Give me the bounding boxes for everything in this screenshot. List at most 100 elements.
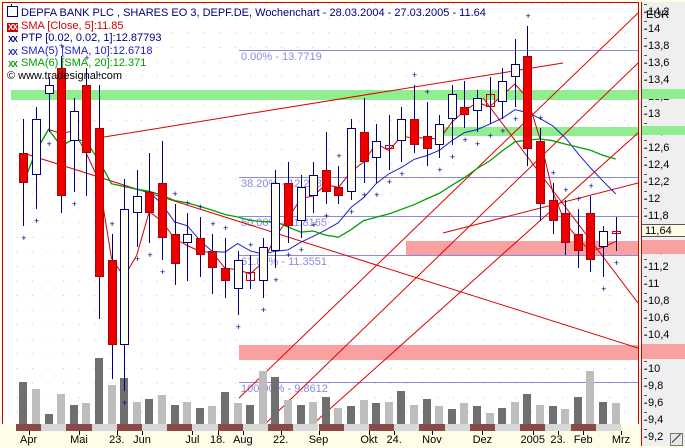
trend-line-3[interactable] — [97, 62, 564, 139]
candle-body[interactable] — [523, 55, 533, 150]
candle-body[interactable] — [548, 200, 558, 222]
legend-item-0[interactable]: XX SMA [Close, 5]:11.85 — [7, 20, 486, 33]
candle-body[interactable] — [536, 140, 546, 205]
fib-line-0[interactable] — [239, 49, 638, 51]
legend-item-2[interactable]: XX SMA(5) [SMA, 10]:12.6718 — [7, 45, 486, 58]
price-zone-resistance[interactable] — [10, 89, 638, 100]
candle-body[interactable] — [57, 68, 67, 196]
volume-bar — [384, 401, 393, 425]
candle-body[interactable] — [170, 234, 180, 264]
candle-body[interactable] — [94, 127, 104, 277]
candle-body[interactable] — [82, 85, 92, 154]
candle-body[interactable] — [347, 127, 356, 192]
legend-swatch-icon: XX — [8, 60, 18, 69]
legend-item-1[interactable]: XX PTP [0.02, 0.02, 1]:12.87793 — [7, 32, 486, 45]
price-axis[interactable]: -14,2-14-13,8-13,6-13,4-13,2-13-12,8-12,… — [641, 2, 685, 446]
date-ribbon-cell — [280, 424, 294, 431]
candle-body[interactable] — [321, 170, 331, 192]
candle-body[interactable] — [271, 183, 281, 252]
volume-bar — [157, 395, 166, 425]
parabolic-sar-dot: + — [500, 126, 506, 137]
volume-bar — [321, 397, 330, 425]
candle-body[interactable] — [107, 259, 117, 345]
candle-body[interactable] — [195, 238, 205, 256]
trend-line-5[interactable] — [482, 97, 638, 304]
legend-item-3[interactable]: XX SMA(6) [SMA, 20]:12.371 — [7, 57, 486, 70]
window-restore-icon[interactable] — [7, 4, 18, 17]
fib-line-100[interactable] — [239, 381, 638, 383]
fib-label-0: 0.00% - 13.7719 — [241, 50, 322, 63]
candle-body[interactable] — [309, 174, 319, 196]
price-zone-resistance[interactable] — [440, 127, 638, 136]
date-label-24: 24. — [386, 434, 402, 446]
candle-body[interactable] — [460, 106, 470, 116]
candle-wick — [477, 89, 478, 133]
date-ribbon-cell — [532, 424, 546, 431]
candle-body[interactable] — [258, 246, 268, 281]
candle-body[interactable] — [120, 208, 130, 345]
price-minor-tick — [644, 207, 647, 209]
trend-line-0[interactable] — [238, 12, 638, 399]
fib-line-38.2[interactable] — [239, 176, 638, 178]
price-zone-support[interactable] — [239, 344, 638, 360]
date-tick — [116, 431, 118, 435]
price-tick-10-8: -10,8 — [644, 295, 670, 308]
parabolic-sar-dot: + — [159, 266, 166, 277]
resize-grip-icon[interactable] — [670, 433, 683, 446]
candle-body[interactable] — [31, 119, 41, 175]
candle-body[interactable] — [283, 183, 293, 226]
price-tick-10-4: -10,4 — [644, 329, 670, 342]
candle-body[interactable] — [611, 230, 621, 235]
candle-body[interactable] — [296, 187, 306, 222]
candle-body[interactable] — [599, 230, 609, 247]
candle-body[interactable] — [410, 119, 420, 145]
candle-body[interactable] — [334, 187, 344, 196]
candle-body[interactable] — [510, 64, 520, 77]
trend-line-1[interactable] — [260, 62, 638, 429]
fib-line-50[interactable] — [239, 215, 638, 217]
price-minor-tick — [644, 46, 647, 48]
candle-body[interactable] — [498, 81, 508, 103]
candle-body[interactable] — [69, 110, 79, 141]
candle-body[interactable] — [422, 136, 432, 150]
price-minor-tick — [644, 309, 647, 311]
parabolic-sar-dot: + — [235, 321, 241, 332]
current-price-label: 11,64 — [642, 223, 685, 237]
candle-body[interactable] — [573, 234, 583, 252]
candle-body[interactable] — [447, 93, 457, 120]
candle-body[interactable] — [485, 93, 495, 107]
candle-body[interactable] — [183, 234, 193, 243]
candle-body[interactable] — [44, 85, 54, 94]
trend-line-4[interactable] — [22, 152, 638, 349]
volume-bar — [283, 400, 292, 425]
date-ribbon-cell — [91, 424, 105, 431]
candle-body[interactable] — [208, 251, 218, 269]
candle-body[interactable] — [157, 183, 167, 239]
date-axis[interactable]: Apr Mai 23. Jun Jul 18. Aug 22. Sep Okt 24. Nov Dez 2… — [2, 424, 639, 448]
volume-bar — [220, 392, 229, 425]
candle-body[interactable] — [19, 153, 29, 184]
legend-item-label: SMA(6) [SMA, 20]:12.371 — [21, 57, 147, 69]
candle-body[interactable] — [397, 119, 407, 141]
volume-bar — [69, 404, 78, 425]
candle-body[interactable] — [220, 268, 230, 281]
candle-wick — [616, 217, 617, 252]
parabolic-sar-dot: + — [147, 249, 153, 260]
candle-body[interactable] — [473, 98, 483, 111]
candle-body[interactable] — [586, 212, 596, 260]
candle-body[interactable] — [561, 212, 571, 243]
candle-body[interactable] — [384, 144, 394, 150]
price-minor-tick — [644, 54, 647, 56]
date-ribbon-cell — [469, 424, 483, 431]
candle-body[interactable] — [145, 191, 155, 213]
price-minor-tick — [644, 148, 647, 150]
candle-body[interactable] — [246, 272, 256, 281]
trend-line-2[interactable] — [302, 132, 638, 434]
candle-body[interactable] — [372, 140, 382, 158]
candle-body[interactable] — [132, 195, 142, 213]
candle-body[interactable] — [435, 123, 445, 145]
candle-body[interactable] — [233, 259, 243, 290]
candle-body[interactable] — [359, 132, 369, 162]
